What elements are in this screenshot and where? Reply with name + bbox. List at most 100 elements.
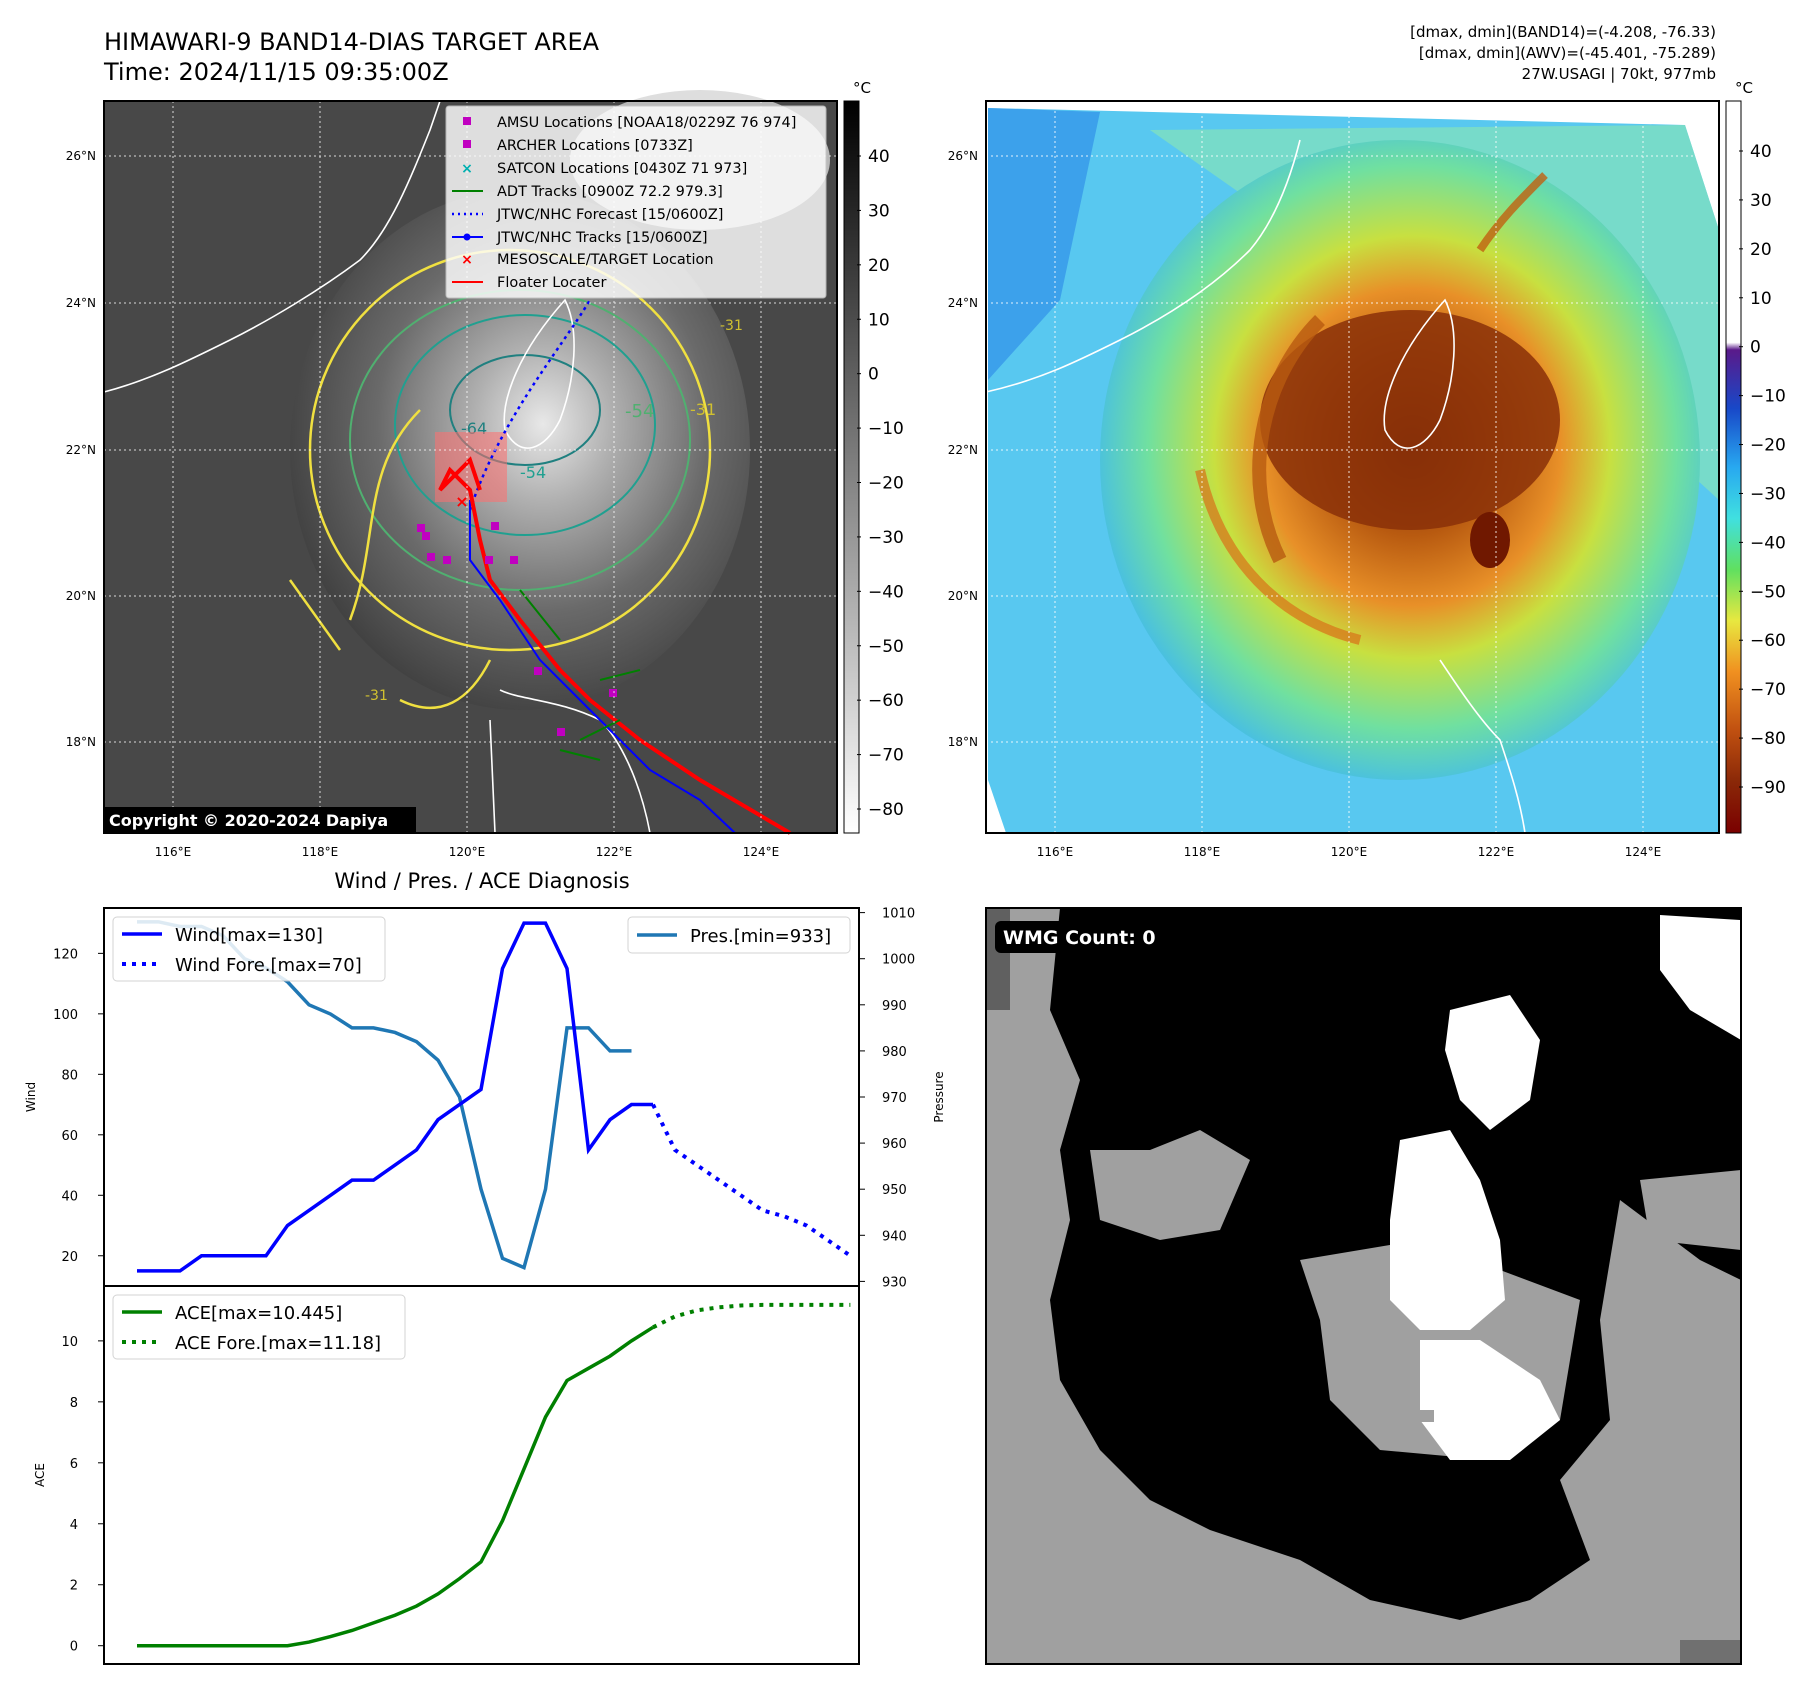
colorbar-tick-label: 30 <box>1750 191 1772 211</box>
colorbar-tick-label: 20 <box>868 256 890 276</box>
grid-lines-right <box>986 101 1719 833</box>
legend-wind: Wind[max=130] <box>175 925 323 946</box>
colorbar-tick-label: −70 <box>868 746 904 766</box>
wind-axis-label: Wind <box>24 1082 38 1112</box>
colorbar-tick-label: −60 <box>868 691 904 711</box>
wmg-count-box <box>995 921 1177 953</box>
left-lat-labels: 26°N 24°N 22°N 20°N 18°N <box>66 149 96 749</box>
pressure-tick-label: 990 <box>882 999 907 1014</box>
contour-54 <box>394 314 656 536</box>
colorbar-tick-label: −50 <box>1750 582 1786 602</box>
right-lat-labels: 26°N 24°N 22°N 20°N 18°N <box>948 149 978 749</box>
wind-forecast-line <box>651 1103 852 1258</box>
colorbar-tick-label: 10 <box>868 310 890 330</box>
colorbar-tick-label: −60 <box>1750 631 1786 651</box>
pressure-legend: Pres.[min=933] <box>627 916 851 954</box>
colorbar-tick-label: −20 <box>1750 436 1786 456</box>
legend-jtwc-tracks: JTWC/NHC Tracks [15/0600Z] <box>496 230 708 246</box>
legend-satcon: SATCON Locations [0430Z 71 973] <box>497 161 747 177</box>
map-legend: AMSU Locations [NOAA18/0229Z 76 974] ARC… <box>445 105 827 299</box>
colorbar-tick-label: −10 <box>1750 387 1786 407</box>
coastline-luzon-r <box>1439 659 1526 834</box>
lat-label: 24°N <box>948 296 978 310</box>
awv-map-panel: 26°N 24°N 22°N 20°N 18°N 116°E 118°E 120… <box>948 100 1720 859</box>
svg-text:×: × <box>461 252 473 268</box>
pressure-tick-label: 950 <box>882 1183 907 1198</box>
coastline-china-r <box>985 139 1301 393</box>
ace-tick-label: 6 <box>70 1457 78 1472</box>
colorbar-tick-label: −10 <box>868 419 904 439</box>
copyright-text: Copyright © 2020-2024 Dapiya <box>109 811 388 830</box>
lon-label: 118°E <box>302 845 339 859</box>
colorbar-tick-label: −90 <box>1750 778 1786 798</box>
jtwc-track <box>469 500 736 834</box>
lon-label: 118°E <box>1184 845 1221 859</box>
figure-title: HIMAWARI-9 BAND14-DIAS TARGET AREA <box>104 28 600 56</box>
legend-mesoscale: MESOSCALE/TARGET Location <box>497 252 714 268</box>
lon-label: 122°E <box>596 845 633 859</box>
pressure-tick-label: 960 <box>882 1137 907 1152</box>
amsu-markers <box>417 522 617 736</box>
ace-axis-label: ACE <box>33 1463 47 1487</box>
wind-tick-label: 120 <box>53 947 78 962</box>
colorbar-tick-label: −50 <box>868 637 904 657</box>
colorbar-tick-label: −70 <box>1750 680 1786 700</box>
coastline-taiwan <box>503 298 575 449</box>
ace-legend: ACE[max=10.445] ACE Fore.[max=11.18] <box>112 1294 406 1360</box>
colorbar-tick-label: −40 <box>1750 533 1786 553</box>
lon-label: 124°E <box>1625 845 1662 859</box>
colorbar-tick-label: −40 <box>868 582 904 602</box>
contour-label: -31 <box>690 400 716 419</box>
lat-label: 26°N <box>948 149 978 163</box>
contour-label: -31 <box>365 688 388 704</box>
colorbar-tick-label: −20 <box>868 474 904 494</box>
lat-label: 24°N <box>66 296 96 310</box>
pressure-tick-label: 1000 <box>882 953 915 968</box>
lat-label: 20°N <box>948 589 978 603</box>
lon-label: 120°E <box>1331 845 1368 859</box>
legend-ace: ACE[max=10.445] <box>175 1303 342 1324</box>
contour-label: -31 <box>720 318 743 334</box>
contour-label: -54 <box>625 401 654 422</box>
colorbar-tick-label: 40 <box>1750 142 1772 162</box>
lon-label: 124°E <box>743 845 780 859</box>
wind-line <box>137 921 653 1273</box>
legend-ace-forecast: ACE Fore.[max=11.18] <box>175 1333 381 1354</box>
legend-jtwc-forecast: JTWC/NHC Forecast [15/0600Z] <box>496 207 723 223</box>
colorbar-unit: °C <box>853 79 871 97</box>
band14-map-panel: -31 -54 -64 -54 -31 -31 × <box>66 90 838 859</box>
colorbar-tick-label: 0 <box>868 365 879 385</box>
coastline-taiwan-r <box>1383 298 1455 449</box>
legend-wind-forecast: Wind Fore.[max=70] <box>175 955 362 976</box>
adt-track <box>519 589 641 761</box>
wind-tick-label: 100 <box>53 1008 78 1023</box>
wind-tick-label: 60 <box>61 1129 78 1144</box>
ace-forecast-line <box>652 1302 851 1330</box>
lon-label: 122°E <box>1478 845 1515 859</box>
lat-label: 22°N <box>948 443 978 457</box>
ace-tick-label: 4 <box>70 1518 78 1533</box>
colorbar-tick-label: −30 <box>1750 484 1786 504</box>
lat-label: 18°N <box>948 735 978 749</box>
legend-archer: ARCHER Locations [0733Z] <box>497 138 693 154</box>
lat-label: 26°N <box>66 149 96 163</box>
colorbar-tick-label: −30 <box>868 528 904 548</box>
pressure-tick-label: 940 <box>882 1229 907 1244</box>
pressure-tick-label: 970 <box>882 1091 907 1106</box>
contour-label: -54 <box>520 463 546 482</box>
colorbar-tick-label: 10 <box>1750 289 1772 309</box>
coastline-china <box>103 100 441 393</box>
pressure-tick-label: 930 <box>882 1275 907 1290</box>
lon-label: 120°E <box>449 845 486 859</box>
wind-tick-label: 80 <box>61 1068 78 1083</box>
wind-tick-label: 40 <box>61 1189 78 1204</box>
legend-amsu: AMSU Locations [NOAA18/0229Z 76 974] <box>497 115 796 131</box>
awv-colorbar: °C 40 30 20 10 0 −10 −20 −30 −40 −50 −60 −70 −80 −90 <box>1725 79 1786 834</box>
wmg-white-region <box>1390 1130 1505 1330</box>
lat-label: 20°N <box>66 589 96 603</box>
svg-text:×: × <box>461 161 473 177</box>
colorbar-unit: °C <box>1735 79 1753 97</box>
lat-label: 22°N <box>66 443 96 457</box>
floater-locater <box>438 456 792 835</box>
